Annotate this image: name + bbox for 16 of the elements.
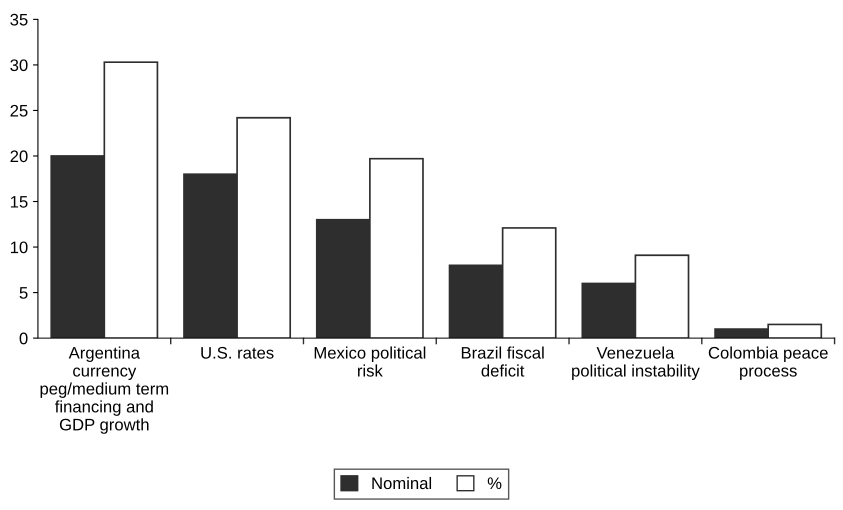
- legend-label: Nominal: [372, 476, 432, 490]
- y-tick-label: 25: [10, 104, 28, 117]
- x-tick-label: Argentina currency peg/medium term financing and GDP growth: [40, 346, 168, 434]
- y-tick-label: 35: [10, 14, 28, 26]
- y-tick-label: 20: [10, 150, 28, 162]
- y-tick-label: 5: [20, 287, 28, 299]
- x-tick-label: U.S. rates: [201, 346, 274, 359]
- y-tick-label: 0: [20, 332, 28, 344]
- y-tick-label: 15: [10, 196, 28, 208]
- y-tick-label: 10: [10, 241, 28, 254]
- y-tick-label: 30: [10, 59, 28, 72]
- x-tick-label: Brazil fiscal deficit: [462, 346, 544, 377]
- x-tick-label: Venezuela political instability: [572, 346, 700, 380]
- x-tick-label: Mexico political risk: [314, 346, 426, 377]
- legend-label: %: [488, 477, 502, 490]
- x-tick-label: Colombia peace process: [708, 346, 828, 380]
